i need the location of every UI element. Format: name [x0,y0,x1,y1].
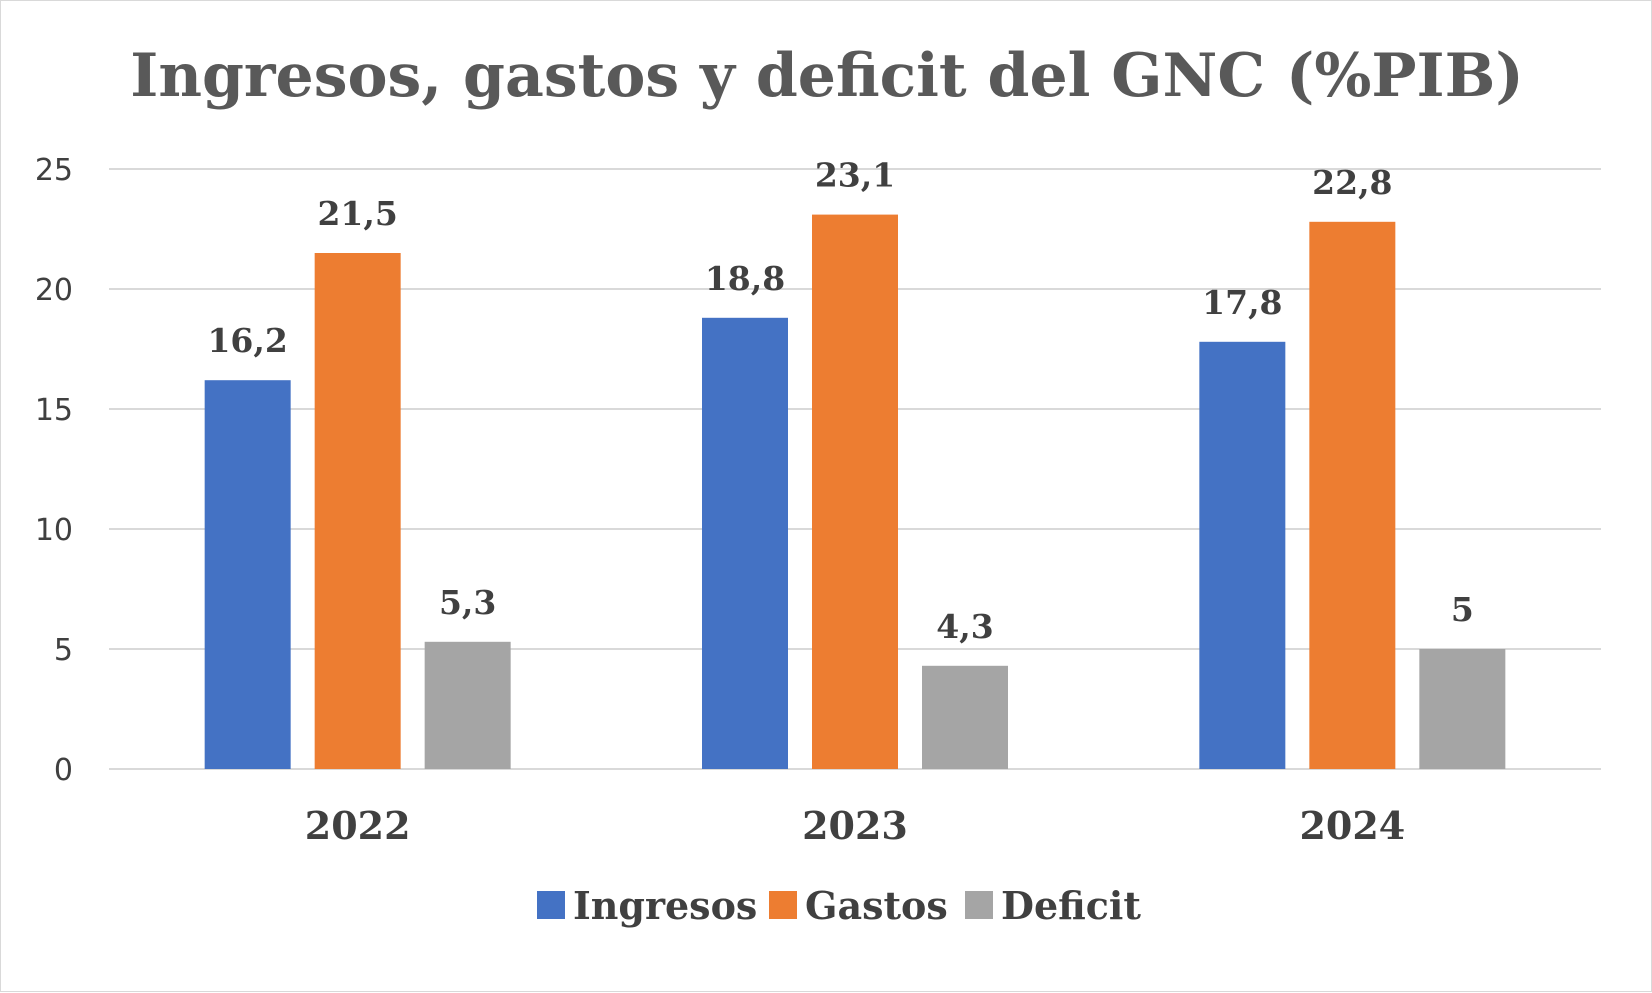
data-label-deficit-2023: 4,3 [936,607,993,646]
bars [204,214,1506,770]
data-label-gastos-2022: 21,5 [317,194,397,233]
x-tick-label: 2024 [1299,803,1405,848]
y-tick-label: 0 [54,753,73,788]
legend-swatch-gastos [769,891,797,919]
bar-gastos-2024 [1309,221,1396,770]
bar-deficit-2024 [1419,649,1506,769]
legend-label-deficit: Deficit [1001,883,1141,928]
data-label-gastos-2024: 22,8 [1312,163,1392,202]
y-axis-ticks: 0 5 10 15 20 25 [35,153,73,788]
x-tick-label: 2023 [802,803,908,848]
data-label-deficit-2024: 5 [1451,590,1474,629]
bar-ingresos-2022 [204,380,291,769]
bar-gastos-2022 [314,253,401,769]
bar-gastos-2023 [812,214,898,770]
bar-ingresos-2024 [1199,341,1286,769]
data-label-ingresos-2022: 16,2 [207,321,287,360]
chart-title: Ingresos, gastos y deficit del GNC (%PIB… [130,41,1523,111]
legend-label-ingresos: Ingresos [573,883,757,928]
bar-deficit-2022 [424,641,511,769]
legend-swatch-ingresos [537,891,565,919]
bar-ingresos-2023 [702,317,788,769]
data-label-deficit-2022: 5,3 [439,583,496,622]
y-tick-label: 25 [35,153,73,188]
y-tick-label: 10 [35,513,73,548]
data-label-gastos-2023: 23,1 [815,156,895,195]
legend-swatch-deficit [965,891,993,919]
data-labels: 16,2 21,5 5,3 18,8 23,1 4,3 17,8 22,8 5 [207,156,1473,646]
legend: Ingresos Gastos Deficit [537,883,1141,928]
y-tick-label: 20 [35,273,73,308]
bar-deficit-2023 [922,665,1008,769]
y-tick-label: 5 [54,633,73,668]
data-label-ingresos-2024: 17,8 [1202,283,1282,322]
x-tick-label: 2022 [305,803,411,848]
legend-label-gastos: Gastos [805,883,948,928]
data-label-ingresos-2023: 18,8 [705,259,785,298]
x-axis-ticks: 2022 2023 2024 [305,803,1405,848]
y-tick-label: 15 [35,393,73,428]
